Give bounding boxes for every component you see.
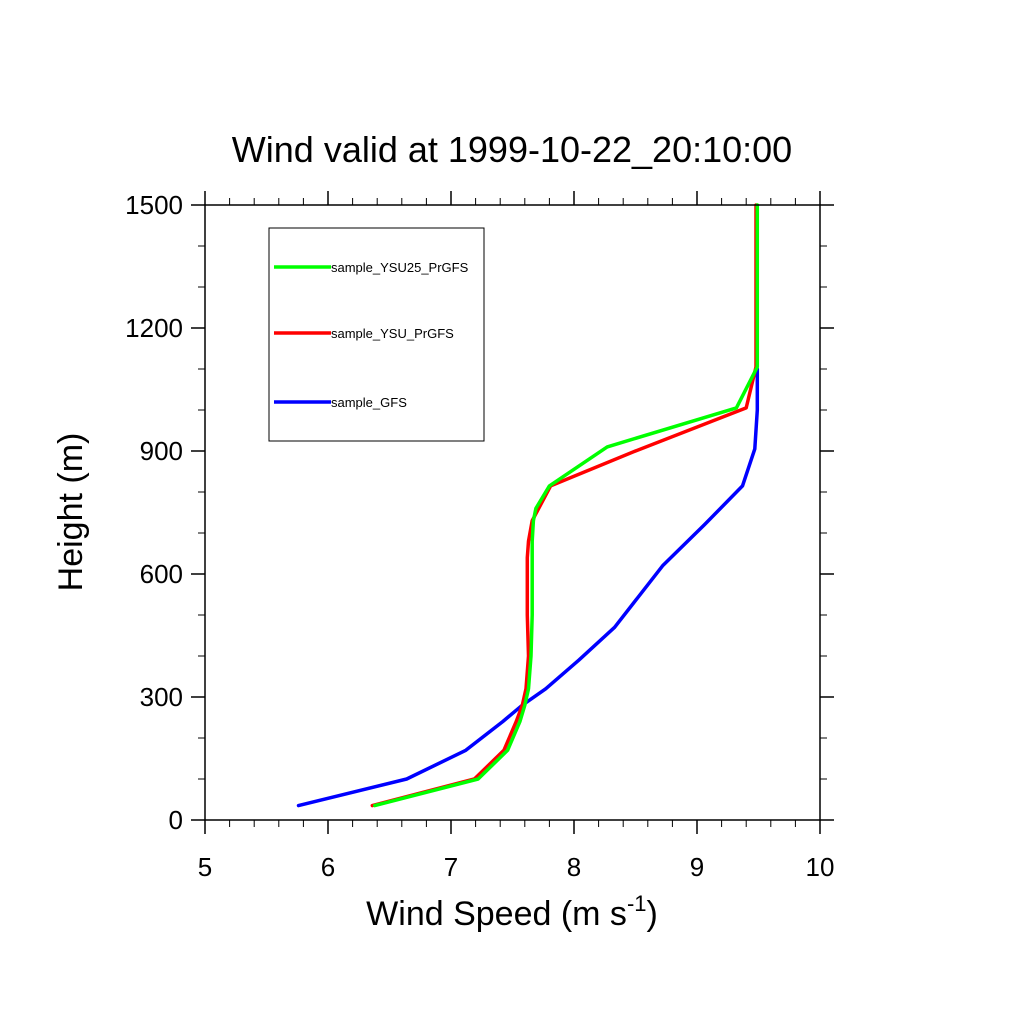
x-axis-label-superscript: -1 [627,891,647,916]
ticks-layer: 5 6 7 8 9 10 0 300 600 900 1200 1500 [125,190,834,882]
x-axis-label-tail: ) [647,895,658,933]
plot-frame [204,204,821,821]
y-tick-label: 1500 [125,190,183,220]
legend-label: sample_YSU_PrGFS [331,326,454,341]
x-tick-label: 7 [444,852,458,882]
x-tick-label: 6 [321,852,335,882]
series-line-sample_YSU_PrGFS [370,203,758,808]
legend-label: sample_YSU25_PrGFS [331,260,469,275]
legend-label: sample_GFS [331,395,407,410]
y-tick-label: 0 [169,805,183,835]
series-layer [296,203,760,808]
x-tick-label: 10 [806,852,835,882]
y-tick-label: 1200 [125,313,183,343]
chart-title: Wind valid at 1999-10-22_20:10:00 [232,129,792,170]
y-tick-label: 300 [140,682,183,712]
y-tick-label: 900 [140,436,183,466]
x-axis-label: Wind Speed (m s-1) [366,891,658,933]
series-line-sample_YSU25_PrGFS [372,203,760,808]
x-tick-label: 5 [198,852,212,882]
series-line-sample_GFS [296,367,760,808]
x-tick-label: 8 [567,852,581,882]
y-axis-label: Height (m) [52,433,90,592]
legend: sample_YSU25_PrGFS sample_YSU_PrGFSsample… [268,227,485,442]
legend-items: sample_YSU25_PrGFS sample_YSU_PrGFSsample… [274,260,469,410]
x-tick-label: 9 [690,852,704,882]
x-axis-label-main: Wind Speed (m s [366,895,627,933]
y-tick-label: 600 [140,559,183,589]
